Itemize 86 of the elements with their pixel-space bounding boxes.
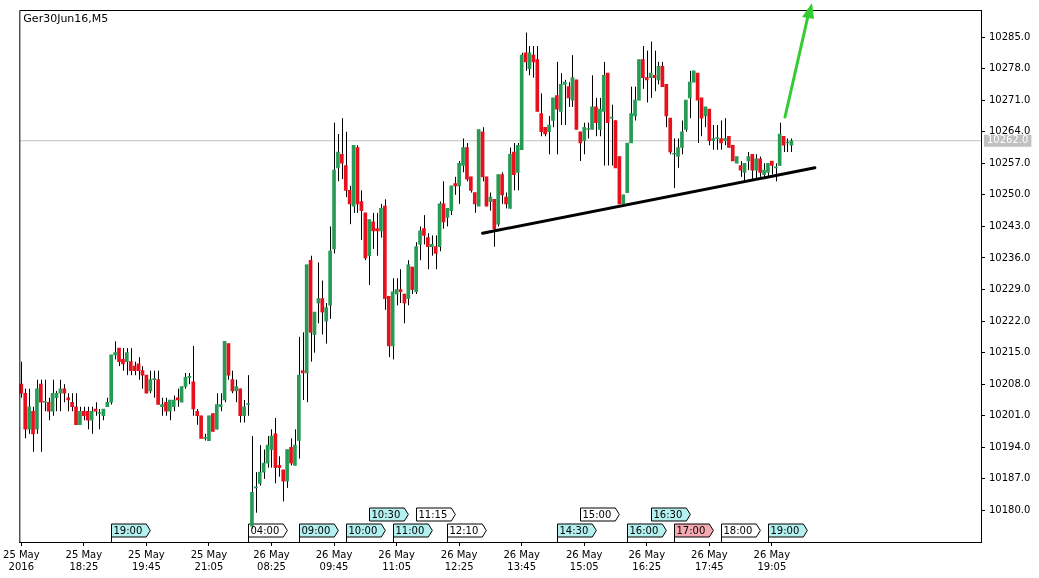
y-tick-label: 10187.0 — [989, 472, 1031, 484]
candlestick — [375, 212, 379, 257]
y-tick-label: 10285.0 — [989, 30, 1031, 42]
x-tick-label: 26 May 09:45 — [315, 548, 353, 572]
candlestick — [242, 399, 246, 424]
candlestick — [78, 406, 82, 426]
candlestick — [144, 374, 149, 394]
candlestick — [594, 97, 598, 137]
annotation: 18:00 — [723, 524, 753, 536]
candlestick — [148, 370, 153, 394]
candlestick — [121, 347, 125, 372]
y-tick-label: 10271.0 — [989, 93, 1031, 105]
y-tick-label: 10236.0 — [989, 251, 1031, 263]
candlestick — [160, 397, 164, 417]
candlestick — [715, 124, 719, 151]
candlestick — [719, 119, 723, 151]
candlestick — [644, 50, 649, 103]
y-tick-label: 10243.0 — [989, 220, 1031, 231]
annotation: 10:30 — [371, 508, 401, 520]
candlestick — [672, 137, 676, 189]
annotation: 19:00 — [113, 524, 143, 536]
annotation: 09:00 — [301, 524, 331, 536]
x-tick-label: 26 May 16:25 — [628, 548, 666, 572]
candlestick — [164, 397, 168, 417]
x-tick-label: 25 May 21:05 — [190, 548, 228, 572]
candlestick — [211, 413, 215, 433]
x-tick-label: 26 May 15:05 — [565, 548, 603, 572]
candlestick — [687, 70, 692, 119]
y-tick-label: 10229.0 — [989, 283, 1031, 295]
annotation: 16:30 — [653, 508, 683, 520]
x-tick-label: 26 May 12:25 — [440, 548, 478, 572]
chart-title: Ger30Jun16,M5 — [23, 12, 109, 26]
y-tick-label: 10194.0 — [989, 440, 1031, 452]
y-tick-label: 10222.0 — [989, 314, 1031, 326]
annotation: 04:00 — [250, 524, 280, 536]
y-tick-label: 10257.0 — [989, 156, 1031, 168]
x-tick-label: 26 May 17:45 — [691, 548, 728, 572]
candlestick — [371, 212, 375, 250]
y-tick-label: 10278.0 — [989, 62, 1031, 74]
candlestick — [723, 117, 727, 146]
y-tick-label: 10264.0 — [989, 125, 1031, 137]
x-tick-label: 26 May 08:25 — [253, 548, 290, 572]
y-tick-label: 10215.0 — [989, 346, 1031, 358]
candlestick — [512, 142, 516, 191]
annotation: 14:30 — [559, 524, 589, 536]
candlestick — [58, 379, 63, 412]
candlestick — [555, 61, 559, 155]
candlestick — [472, 192, 477, 214]
candlestick — [128, 347, 133, 376]
candlestick — [62, 383, 67, 403]
y-tick-label: 10180.0 — [989, 504, 1031, 516]
annotation: 17:00 — [676, 524, 706, 536]
y-tick-label: 10201.0 — [989, 409, 1031, 421]
annotation: 12:10 — [449, 524, 479, 536]
candlestick — [152, 370, 157, 399]
y-tick-label: 10208.0 — [989, 377, 1031, 389]
candlestick — [125, 347, 129, 376]
x-tick-label: 25 May 2016 — [3, 548, 40, 572]
x-tick-label: 26 May 19:05 — [753, 548, 791, 572]
annotation: 15:00 — [582, 508, 612, 520]
x-tick-label: 26 May 13:45 — [503, 548, 541, 572]
annotation: 11:15 — [418, 508, 448, 520]
candlestick — [410, 266, 415, 295]
candlestick — [289, 437, 293, 466]
candlestick — [429, 234, 434, 257]
x-tick-label: 26 May 11:05 — [378, 548, 415, 572]
ref-line-label: 10262.0 — [987, 134, 1029, 146]
annotation: 10:00 — [348, 524, 378, 536]
candlestick — [453, 176, 458, 196]
annotation: 16:00 — [629, 524, 659, 536]
x-tick-label: 25 May 18:25 — [65, 548, 103, 572]
annotation: 11:00 — [395, 524, 425, 536]
candlestick — [500, 171, 504, 205]
candlestick — [648, 41, 653, 99]
annotation: 19:00 — [770, 524, 800, 536]
candlestick — [578, 131, 583, 162]
candlestick — [433, 234, 438, 270]
y-tick-label: 10250.0 — [989, 188, 1031, 200]
candlestick — [711, 124, 716, 151]
candlestick — [27, 388, 31, 435]
candlestick — [113, 340, 117, 360]
candlestick — [42, 379, 47, 412]
candlestick — [641, 45, 645, 90]
x-tick-label: 25 May 19:45 — [128, 548, 165, 572]
candlestick — [234, 379, 239, 403]
candlestick — [74, 392, 78, 426]
